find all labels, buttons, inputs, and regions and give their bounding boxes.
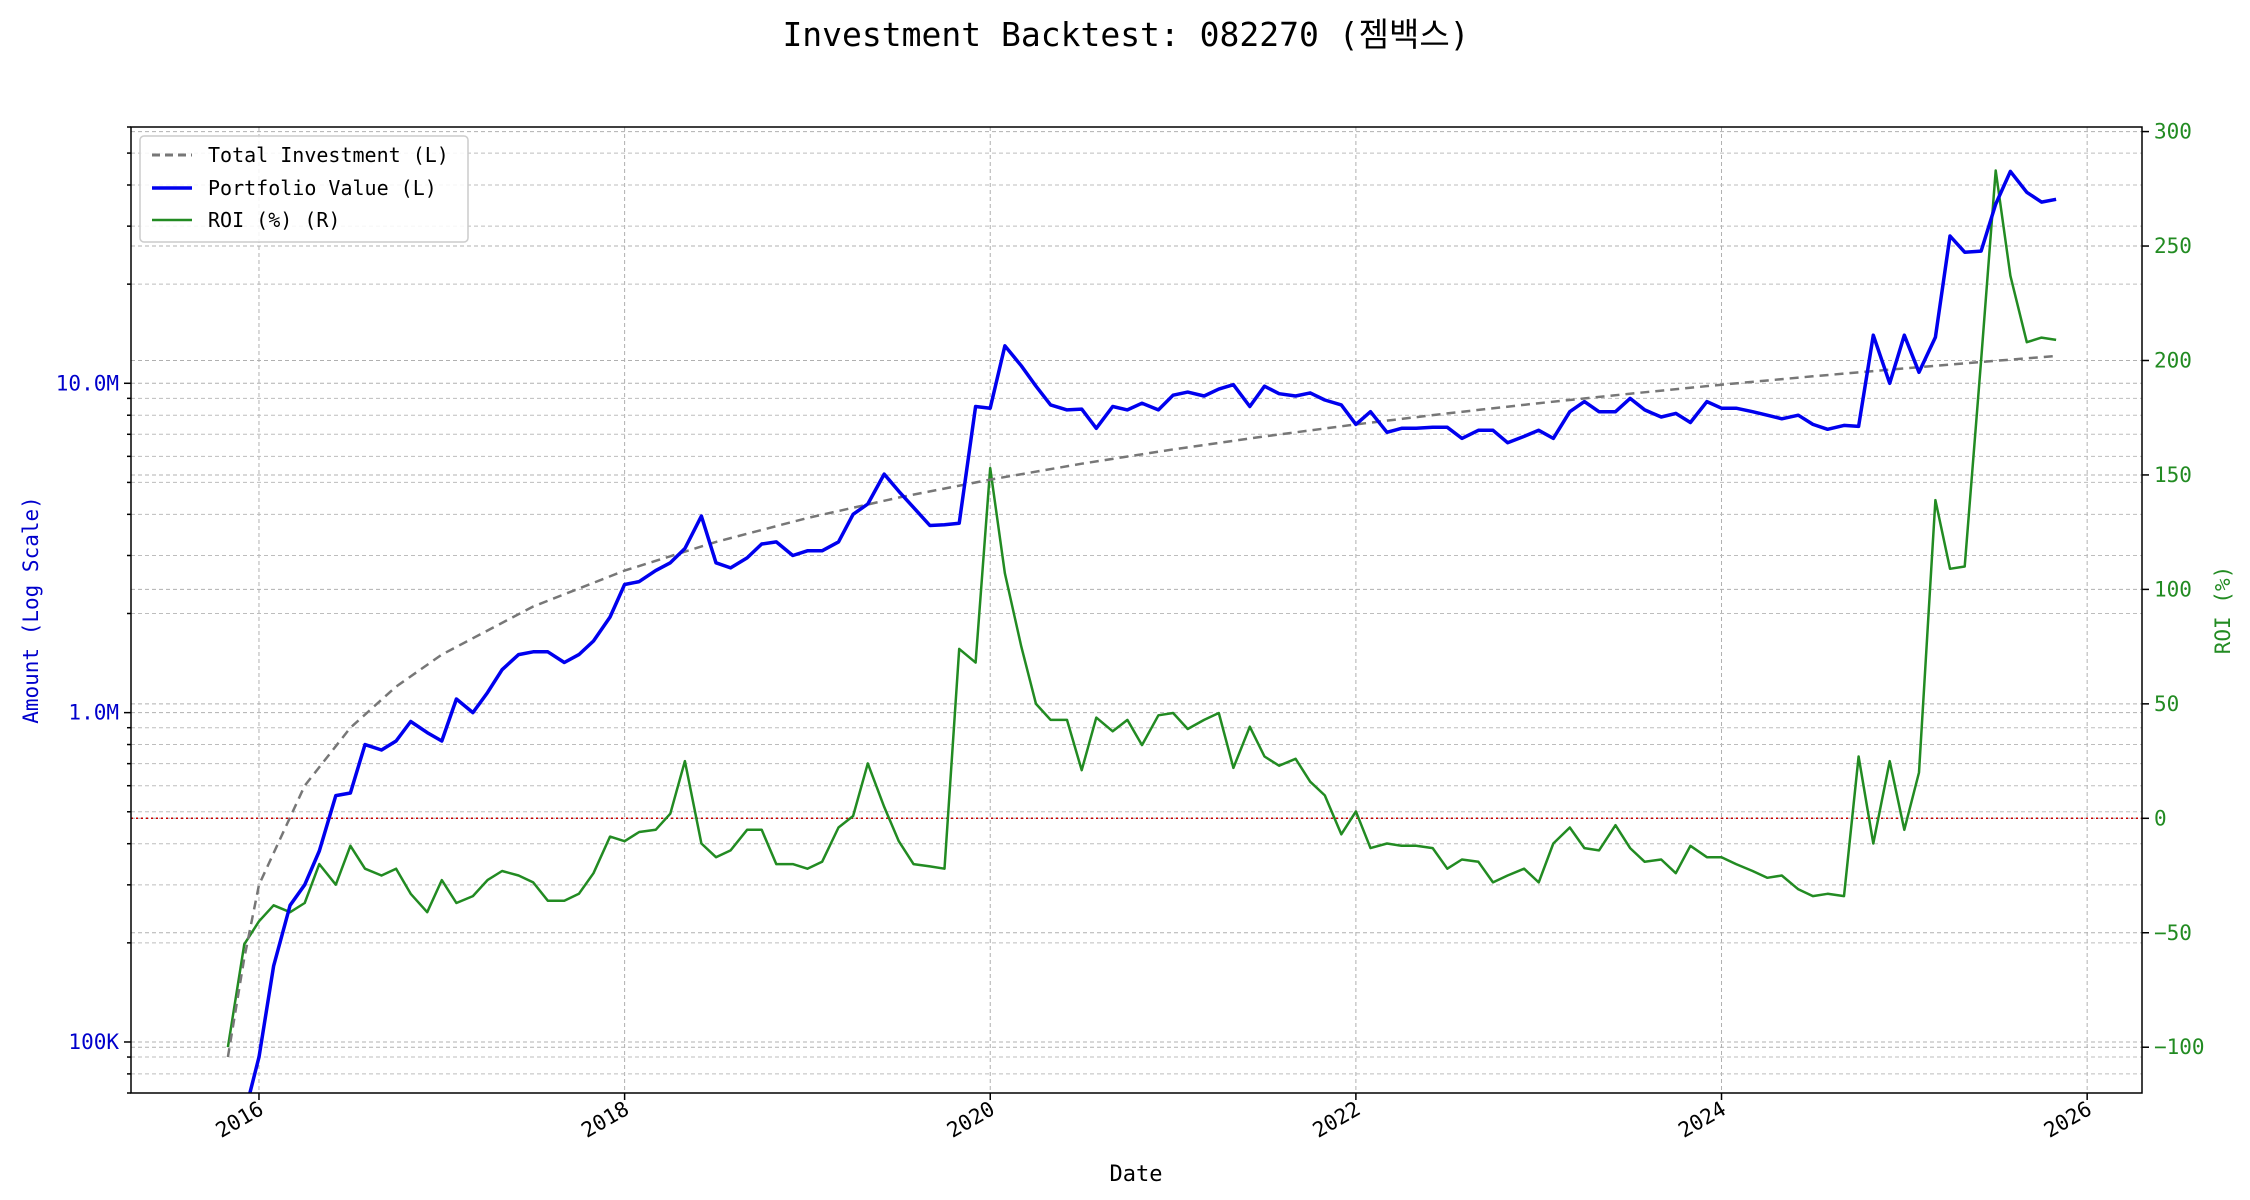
grid-layer	[131, 126, 2142, 1094]
legend-box	[139, 135, 469, 243]
y-right-tick-label: 250	[2154, 234, 2192, 258]
y-right-tick-label: 300	[2154, 120, 2192, 144]
y-right-tick-label: 100	[2154, 577, 2192, 601]
y-right-tick-label: −100	[2154, 1035, 2205, 1059]
y-axis-left-label: Amount (Log Scale)	[19, 496, 43, 724]
y-right-tick-label: 50	[2154, 692, 2179, 716]
legend: Total Investment (L) Portfolio Value (L)…	[139, 135, 469, 243]
y-axis-right-label: ROI (%)	[2211, 566, 2235, 655]
x-axis-label: Date	[1110, 1162, 1163, 1187]
y-right-tick-label: 0	[2154, 806, 2167, 830]
y-left-tick-label: 1.0M	[68, 701, 119, 725]
y-right-tick-label: 200	[2154, 348, 2192, 372]
roi-line	[226, 169, 2057, 1048]
y-left-tick-label: 100K	[68, 1030, 119, 1054]
plot-frame	[130, 126, 2143, 1094]
chart-title: Investment Backtest: 082270 (젬백스)	[782, 15, 1469, 54]
y-right-tick-label: −50	[2154, 921, 2192, 945]
total-investment-line	[226, 354, 2057, 1058]
y-left-tick-label: 10.0M	[56, 371, 119, 395]
series-layer	[226, 169, 2057, 1093]
legend-label-portfolio-value: Portfolio Value (L)	[208, 176, 437, 200]
y-right-tick-label: 150	[2154, 463, 2192, 487]
portfolio-value-line	[248, 169, 2057, 1093]
legend-label-total-investment: Total Investment (L)	[208, 143, 449, 167]
legend-label-roi: ROI (%) (R)	[208, 208, 340, 232]
